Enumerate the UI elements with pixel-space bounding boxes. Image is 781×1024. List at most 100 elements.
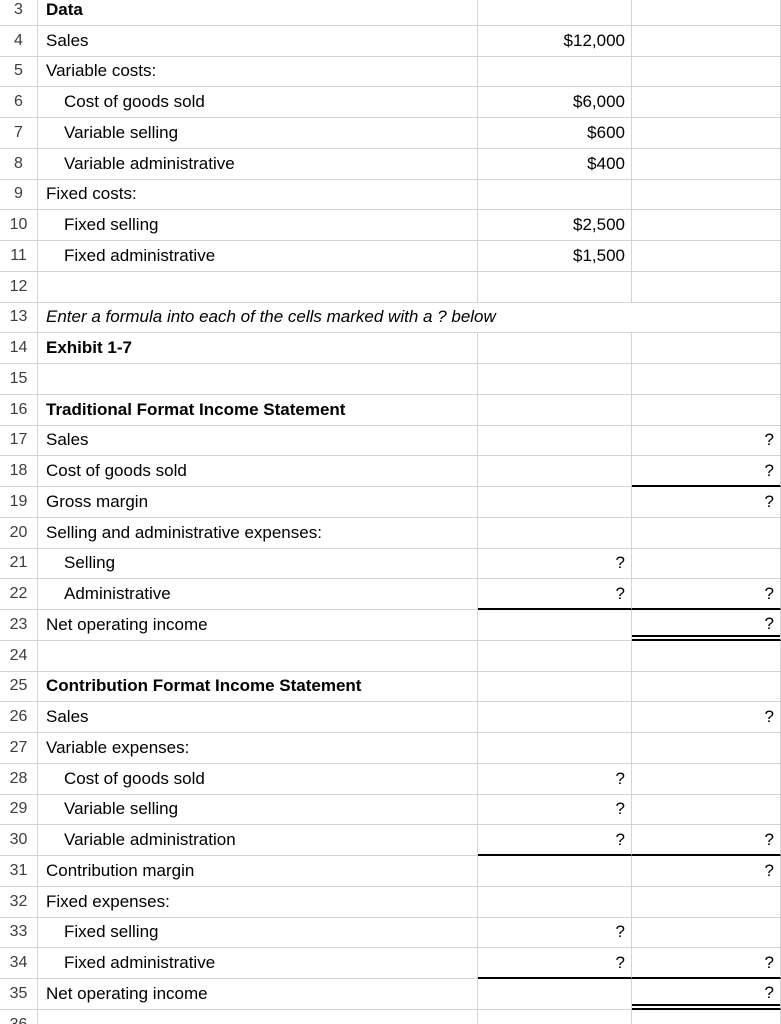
cell-label[interactable]: Variable administration (38, 825, 478, 856)
row-number[interactable]: 7 (0, 118, 38, 149)
cell-label[interactable]: Variable selling (38, 118, 478, 149)
row-number[interactable]: 6 (0, 87, 38, 118)
cell-value-c[interactable] (632, 333, 781, 364)
cell-value-b[interactable] (478, 425, 632, 457)
cell-label[interactable]: Contribution Format Income Statement (38, 671, 478, 703)
cell-value-c[interactable] (632, 671, 781, 703)
cell-label[interactable] (38, 271, 478, 303)
row-number[interactable]: 20 (0, 517, 38, 549)
cell-label[interactable]: Variable administrative (38, 148, 478, 180)
row-number[interactable]: 26 (0, 702, 38, 733)
row-number[interactable]: 16 (0, 394, 38, 426)
cell-label[interactable]: Exhibit 1-7 (38, 333, 478, 364)
row-number[interactable]: 12 (0, 271, 38, 303)
cell-value-b[interactable]: ? (478, 548, 632, 580)
row-number[interactable]: 36 (0, 1009, 38, 1024)
cell-value-b[interactable]: $600 (478, 118, 632, 149)
row-number[interactable]: 10 (0, 210, 38, 241)
row-number[interactable]: 33 (0, 917, 38, 949)
cell-label[interactable]: Net operating income (38, 610, 478, 641)
cell-value-c[interactable] (632, 763, 781, 795)
cell-label[interactable]: Fixed administrative (38, 948, 478, 979)
row-number[interactable]: 18 (0, 456, 38, 487)
cell-label[interactable]: Net operating income (38, 979, 478, 1010)
cell-label[interactable]: Cost of goods sold (38, 87, 478, 118)
cell-value-c[interactable] (632, 56, 781, 88)
row-number[interactable]: 8 (0, 148, 38, 180)
cell-label[interactable]: Sales (38, 425, 478, 457)
cell-value-b[interactable] (478, 394, 632, 426)
cell-value-b[interactable]: ? (478, 579, 632, 610)
cell-value-c[interactable] (632, 118, 781, 149)
row-number[interactable]: 9 (0, 179, 38, 211)
cell-value-b[interactable]: $1,500 (478, 241, 632, 272)
cell-label[interactable]: Variable selling (38, 794, 478, 826)
cell-value-c[interactable]: ? (632, 456, 781, 487)
cell-value-c[interactable]: ? (632, 487, 781, 518)
cell-value-c[interactable] (632, 364, 781, 395)
cell-value-c[interactable] (632, 210, 781, 241)
row-number[interactable]: 11 (0, 241, 38, 272)
cell-value-c[interactable] (632, 886, 781, 918)
cell-value-c[interactable]: ? (632, 702, 781, 733)
cell-value-b[interactable]: $400 (478, 148, 632, 180)
cell-value-b[interactable] (478, 179, 632, 211)
cell-label[interactable]: Cost of goods sold (38, 763, 478, 795)
cell-label[interactable] (38, 640, 478, 672)
cell-value-b[interactable]: ? (478, 763, 632, 795)
cell-value-c[interactable] (632, 0, 781, 26)
cell-label[interactable]: Fixed selling (38, 210, 478, 241)
row-number[interactable]: 14 (0, 333, 38, 364)
cell-value-c[interactable] (632, 148, 781, 180)
cell-label[interactable]: Cost of goods sold (38, 456, 478, 487)
row-number[interactable]: 25 (0, 671, 38, 703)
cell-value-c[interactable]: ? (632, 856, 781, 887)
cell-value-c[interactable]: ? (632, 948, 781, 979)
cell-value-c[interactable] (632, 25, 781, 57)
row-number[interactable]: 35 (0, 979, 38, 1010)
row-number[interactable]: 5 (0, 56, 38, 88)
cell-value-b[interactable] (478, 271, 632, 303)
cell-value-b[interactable]: ? (478, 794, 632, 826)
cell-value-c[interactable]: ? (632, 579, 781, 610)
cell-value-c[interactable] (632, 179, 781, 211)
cell-value-c[interactable]: ? (632, 825, 781, 856)
cell-label[interactable]: Variable costs: (38, 56, 478, 88)
cell-label[interactable]: Fixed expenses: (38, 886, 478, 918)
cell-value-c[interactable] (632, 794, 781, 826)
cell-value-b[interactable]: $6,000 (478, 87, 632, 118)
cell-value-b[interactable] (478, 487, 632, 518)
row-number[interactable]: 15 (0, 364, 38, 395)
row-number[interactable]: 27 (0, 733, 38, 764)
cell-value-b[interactable]: $2,500 (478, 210, 632, 241)
cell-value-c[interactable]: ? (632, 610, 781, 641)
cell-label[interactable] (38, 364, 478, 395)
cell-value-b[interactable] (478, 671, 632, 703)
cell-label[interactable]: Administrative (38, 579, 478, 610)
cell-value-c[interactable] (632, 548, 781, 580)
cell-label[interactable]: Data (38, 0, 478, 26)
cell-value-c[interactable] (632, 87, 781, 118)
row-number[interactable]: 3 (0, 0, 38, 26)
row-number[interactable]: 30 (0, 825, 38, 856)
cell-label[interactable]: Gross margin (38, 487, 478, 518)
cell-value-b[interactable] (478, 733, 632, 764)
cell-label[interactable] (38, 1009, 478, 1024)
cell-value-c[interactable]: ? (632, 425, 781, 457)
cell-value-b[interactable] (478, 979, 632, 1010)
cell-value-b[interactable] (478, 517, 632, 549)
cell-value-b[interactable]: ? (478, 948, 632, 979)
cell-value-b[interactable] (478, 856, 632, 887)
cell-value-b[interactable]: ? (478, 825, 632, 856)
cell-label[interactable]: Enter a formula into each of the cells m… (38, 302, 781, 334)
cell-value-b[interactable] (478, 364, 632, 395)
cell-value-b[interactable] (478, 333, 632, 364)
row-number[interactable]: 28 (0, 763, 38, 795)
cell-value-b[interactable] (478, 456, 632, 487)
cell-value-b[interactable]: $12,000 (478, 25, 632, 57)
row-number[interactable]: 23 (0, 610, 38, 641)
cell-value-b[interactable] (478, 1009, 632, 1024)
row-number[interactable]: 17 (0, 425, 38, 457)
cell-value-c[interactable] (632, 1009, 781, 1024)
cell-label[interactable]: Contribution margin (38, 856, 478, 887)
